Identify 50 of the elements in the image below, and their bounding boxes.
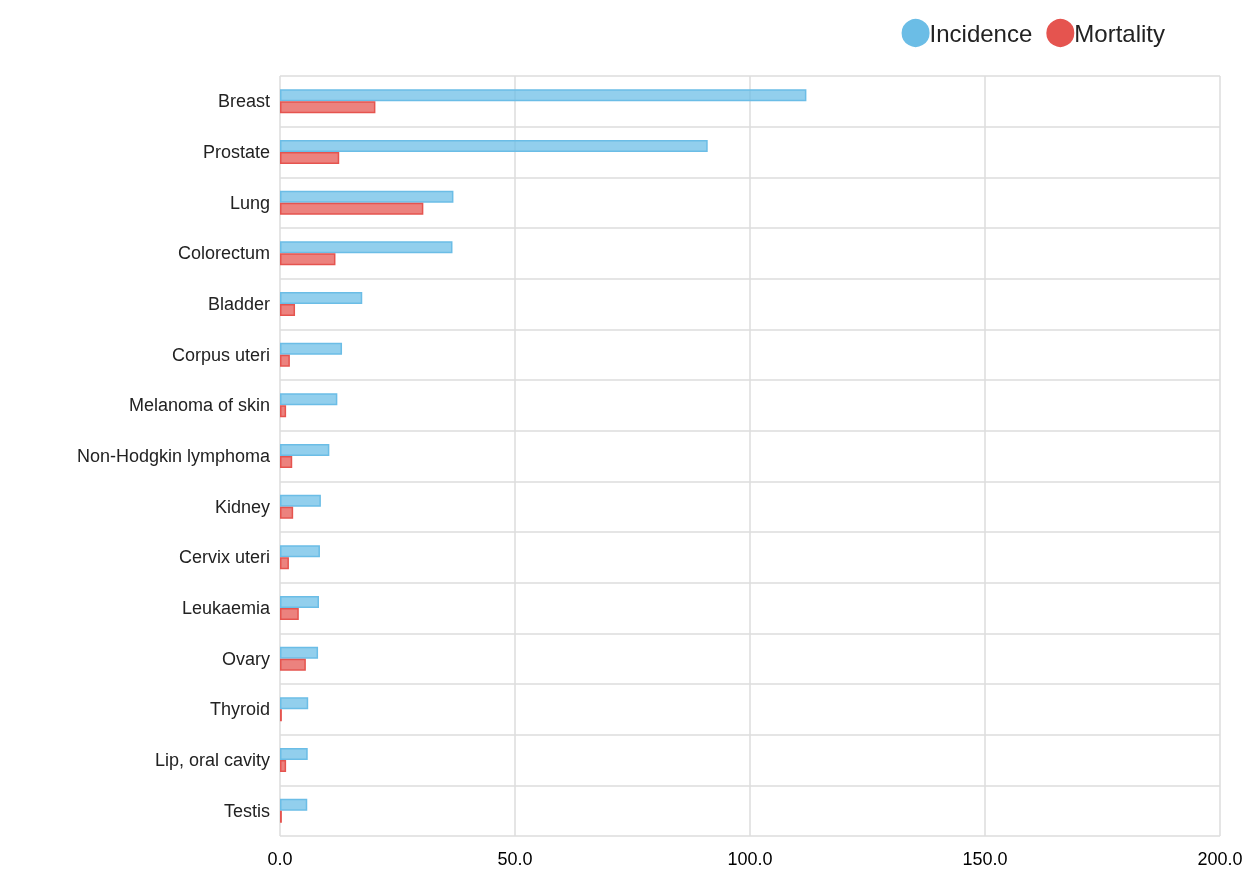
bar xyxy=(280,494,321,507)
x-tick-label: 0.0 xyxy=(267,849,293,869)
legend-label: Incidence xyxy=(929,19,1033,47)
y-tick-label: Ovary xyxy=(221,648,270,669)
y-tick-label: Testis xyxy=(223,800,270,821)
y-tick-label: Corpus uteri xyxy=(171,344,270,365)
bar xyxy=(280,557,289,570)
bar xyxy=(280,140,708,152)
x-tick-label: 50.0 xyxy=(497,849,533,869)
bar xyxy=(280,646,319,659)
bar xyxy=(280,304,296,316)
bar xyxy=(280,342,343,355)
bar xyxy=(280,241,453,254)
x-tick-label: 200.0 xyxy=(1197,849,1243,869)
y-tick-label: Colorectum xyxy=(177,243,270,264)
bar xyxy=(280,760,287,772)
bar xyxy=(280,748,308,760)
bar xyxy=(280,798,308,811)
bar xyxy=(280,253,336,266)
bar xyxy=(280,354,290,367)
bar xyxy=(280,101,376,114)
y-tick-label: Lip, oral cavity xyxy=(154,750,270,770)
bar xyxy=(280,596,320,608)
bar xyxy=(280,190,454,203)
bar xyxy=(280,393,338,406)
bar xyxy=(280,152,340,164)
bar xyxy=(280,202,424,215)
legend-label: Mortality xyxy=(1074,19,1166,47)
y-tick-label: Lung xyxy=(229,192,270,213)
y-tick-label: Non-Hodgkin lymphoma xyxy=(76,446,271,466)
y-tick-label: Bladder xyxy=(207,294,270,314)
bar xyxy=(280,89,807,102)
bar xyxy=(280,444,330,456)
bar xyxy=(280,405,287,418)
y-tick-label: Breast xyxy=(217,91,270,112)
y-tick-label: Prostate xyxy=(202,142,270,162)
y-tick-label: Cervix uteri xyxy=(178,547,270,568)
bar xyxy=(280,545,320,558)
bar xyxy=(280,292,363,304)
bar xyxy=(280,506,294,519)
bar xyxy=(280,697,309,710)
bar xyxy=(280,658,306,671)
y-tick-label: Leukaemia xyxy=(181,598,271,618)
bar xyxy=(280,608,299,620)
x-tick-label: 100.0 xyxy=(727,849,773,869)
bar xyxy=(280,456,293,468)
y-tick-label: Thyroid xyxy=(209,699,270,720)
x-tick-label: 150.0 xyxy=(962,849,1008,869)
y-tick-label: Melanoma of skin xyxy=(128,395,270,416)
y-tick-label: Kidney xyxy=(214,496,270,517)
